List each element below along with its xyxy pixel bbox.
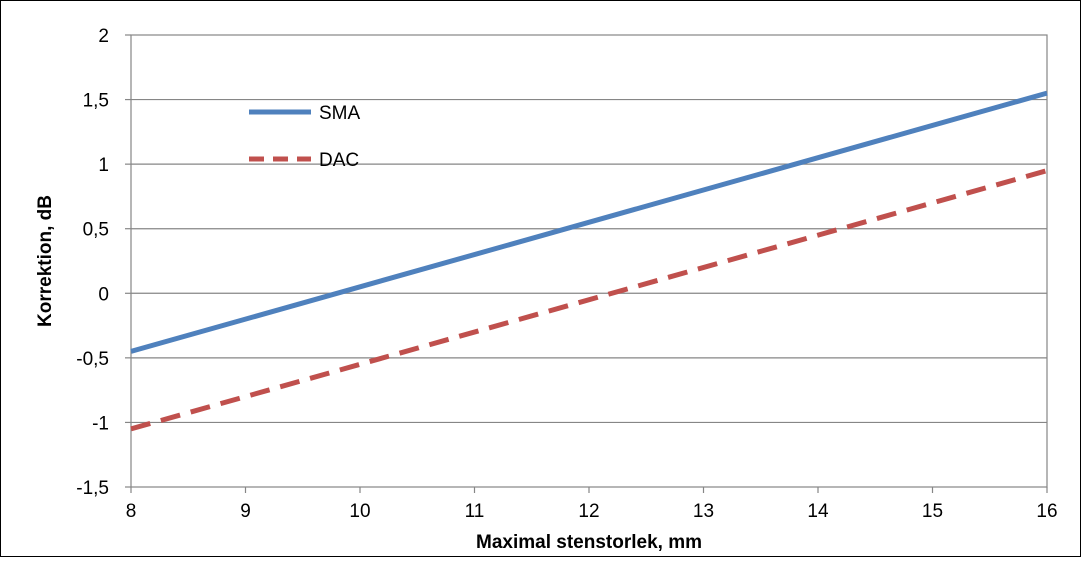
y-tick-label: -0,5 bbox=[76, 349, 109, 370]
y-tick-label: 0,5 bbox=[83, 220, 109, 241]
x-tick-label: 10 bbox=[349, 501, 370, 522]
legend-label-dac: DAC bbox=[319, 150, 359, 171]
x-tick-label: 14 bbox=[807, 501, 829, 522]
y-tick-label: -1,5 bbox=[76, 478, 109, 499]
x-tick-label: 8 bbox=[126, 501, 137, 522]
x-tick-label: 16 bbox=[1036, 501, 1057, 522]
y-axis-title: Korrektion, dB bbox=[35, 195, 56, 327]
x-tick-label: 9 bbox=[240, 501, 251, 522]
x-axis-title: Maximal stenstorlek, mm bbox=[476, 532, 702, 553]
series-line-sma bbox=[130, 90, 1048, 354]
series-line-dac bbox=[130, 168, 1048, 432]
gridlines bbox=[131, 98, 1047, 424]
x-tick-label: 13 bbox=[693, 501, 714, 522]
axis-ticks: 2 1,5 1 0,5 0 -0,5 -1 -1,5 8 9 10 11 12 13 14 15 16 bbox=[76, 26, 1057, 522]
legend: SMA DAC bbox=[249, 103, 361, 171]
y-tick-label: 2 bbox=[98, 26, 109, 47]
y-tick-label: 1 bbox=[98, 155, 109, 176]
plot-area bbox=[130, 34, 1048, 488]
y-tick-label: 1,5 bbox=[83, 91, 109, 112]
y-tick-label: 0 bbox=[98, 284, 109, 305]
x-tick-label: 12 bbox=[578, 501, 599, 522]
series-lines bbox=[130, 90, 1048, 432]
x-tick-label: 11 bbox=[465, 501, 485, 522]
legend-label-sma: SMA bbox=[319, 103, 361, 124]
x-tick-label: 15 bbox=[922, 501, 943, 522]
y-tick-label: -1 bbox=[92, 413, 109, 434]
